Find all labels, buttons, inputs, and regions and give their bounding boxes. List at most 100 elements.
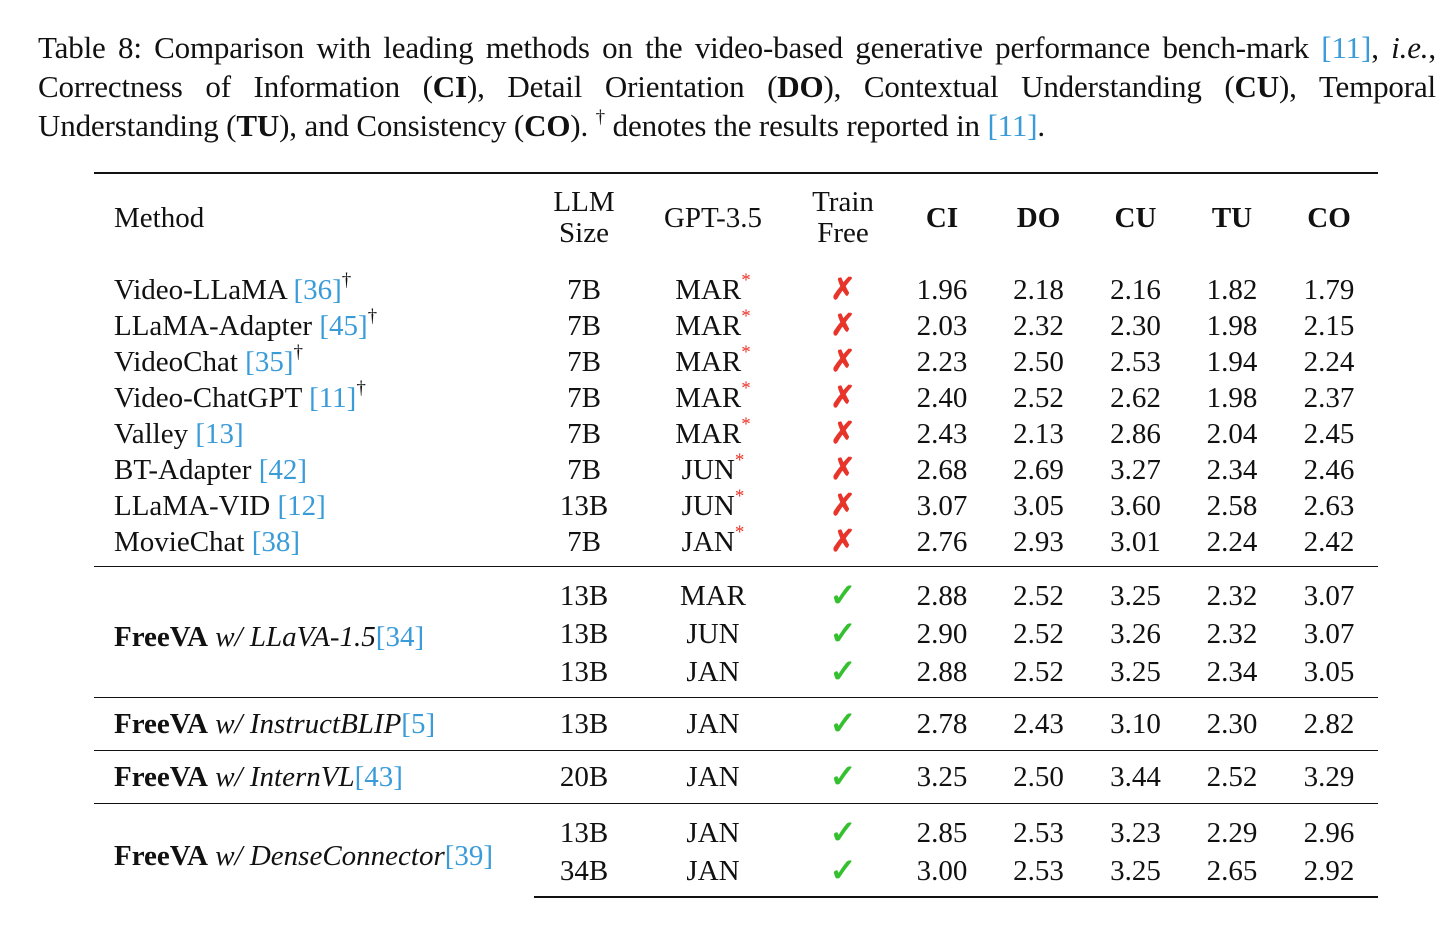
- gpt-version: JAN: [686, 761, 740, 793]
- score-tu: 1.98: [1206, 382, 1258, 414]
- train-free-cell: ✗: [792, 524, 894, 567]
- train-free-cell: ✓: [792, 750, 894, 804]
- score-cu: 2.62: [1110, 382, 1161, 414]
- score-co: 2.63: [1303, 490, 1355, 522]
- star-mark: *: [734, 522, 745, 543]
- score-do: 2.52: [990, 566, 1087, 615]
- header-train-free: Train Free: [812, 186, 874, 249]
- table-row: VideoChat [35]† 7B MAR* ✗ 2.23 2.50 2.53 1.94 2.…: [94, 343, 1378, 380]
- score-tu: 2.34: [1206, 454, 1258, 486]
- score-ci: 3.25: [894, 750, 990, 804]
- gpt-version: MAR: [675, 346, 742, 378]
- llm-size-cell: 7B: [567, 418, 601, 450]
- score-cu: 3.25: [1087, 566, 1184, 615]
- gpt-version-cell: JUN: [634, 615, 792, 653]
- cross-icon: ✗: [830, 525, 856, 558]
- citation-link[interactable]: [11]: [987, 108, 1038, 143]
- cross-icon: ✗: [830, 309, 856, 342]
- score-tu: 2.04: [1206, 418, 1258, 450]
- gpt-version: MAR: [679, 580, 747, 612]
- citation-link[interactable]: [43]: [354, 761, 403, 793]
- gpt-version-cell: JUN*: [634, 451, 792, 488]
- score-do: 2.52: [1013, 656, 1064, 688]
- gpt-version-cell: MAR: [634, 566, 792, 615]
- method-variant: w/ DenseConnector: [207, 839, 445, 872]
- score-co: 2.96: [1280, 803, 1378, 852]
- train-free-cell: ✓: [792, 697, 894, 751]
- citation-link[interactable]: [34]: [375, 621, 425, 653]
- gpt-version-cell: JAN: [634, 852, 792, 898]
- header-llm-size: LLM Size: [553, 186, 615, 249]
- llm-size-cell: 13B: [559, 656, 609, 688]
- citation-link[interactable]: [11]: [309, 382, 357, 414]
- method-name: Video-ChatGPT: [114, 382, 310, 414]
- score-co: 3.07: [1280, 566, 1378, 615]
- citation-link[interactable]: [13]: [195, 418, 244, 450]
- llm-size-cell: 13B: [534, 566, 634, 615]
- score-cu: 3.26: [1110, 618, 1161, 650]
- method-cell: LLaMA-VID [12]: [94, 488, 534, 524]
- star-mark: *: [741, 378, 751, 399]
- gpt-version: JUN: [686, 618, 740, 650]
- citation-link[interactable]: [5]: [401, 708, 436, 740]
- method-variant: w/ LLaVA-1.5: [207, 621, 376, 653]
- score-do: 2.50: [1013, 346, 1064, 378]
- train-free-cell: ✗: [792, 380, 894, 416]
- gpt-version: JUN: [681, 490, 735, 522]
- table-row: FreeVA w/ DenseConnector[39] 13B JAN ✓ 2.85 2…: [94, 803, 1378, 897]
- score-co: 2.46: [1303, 454, 1355, 486]
- table-row: FreeVA w/ InstructBLIP[5] 13B JAN ✓ 2.78 2.43…: [94, 697, 1378, 751]
- header-tu: TU: [1211, 201, 1253, 234]
- score-co: 2.92: [1280, 852, 1378, 898]
- train-free-cell: ✗: [792, 488, 894, 524]
- method-name: VideoChat: [114, 346, 246, 378]
- gpt-version: JAN: [686, 817, 740, 849]
- gpt-version: MAR: [675, 274, 742, 306]
- header-method: Method: [114, 201, 205, 234]
- score-co: 2.37: [1303, 382, 1355, 414]
- gpt-version: MAR: [675, 310, 742, 342]
- star-mark: *: [734, 486, 745, 507]
- cross-icon: ✗: [830, 273, 856, 306]
- citation-link[interactable]: [11]: [1321, 30, 1372, 65]
- method-cell: VideoChat [35]†: [94, 343, 534, 380]
- citation-link[interactable]: [42]: [258, 454, 308, 486]
- score-co: 2.82: [1280, 697, 1378, 751]
- header-gpt: GPT-3.5: [663, 201, 763, 234]
- llm-size-cell: 7B: [567, 526, 601, 558]
- cross-icon: ✗: [830, 345, 856, 378]
- citation-link[interactable]: [35]: [245, 346, 294, 378]
- method-name: FreeVA: [114, 761, 208, 793]
- check-icon: ✓: [829, 758, 857, 794]
- method-cell: FreeVA w/ InstructBLIP[5]: [94, 697, 534, 751]
- table-row: FreeVA w/ InternVL[43] 20B JAN ✓ 3.25 2.50 3.4…: [94, 750, 1378, 804]
- score-tu: 2.58: [1206, 490, 1258, 522]
- cross-icon: ✗: [830, 381, 856, 414]
- method-cell: Video-ChatGPT [11]†: [94, 379, 534, 416]
- method-name: LLaMA-VID: [114, 490, 278, 522]
- citation-link[interactable]: [45]: [319, 310, 368, 342]
- citation-link[interactable]: [38]: [251, 526, 301, 558]
- citation-link[interactable]: [36]: [293, 274, 342, 306]
- score-tu: 2.29: [1184, 803, 1280, 852]
- score-tu: 2.52: [1184, 750, 1280, 804]
- citation-link[interactable]: [12]: [277, 490, 326, 522]
- score-cu: 2.86: [1110, 418, 1161, 450]
- gpt-version: JAN: [681, 526, 735, 558]
- check-icon: ✓: [829, 577, 857, 613]
- table-row: Video-ChatGPT [11]† 7B MAR* ✗ 2.40 2.52 2.62 1.…: [94, 378, 1378, 416]
- score-do: 2.53: [990, 852, 1087, 898]
- score-do: 2.93: [1013, 526, 1064, 558]
- score-cu: 3.10: [1087, 697, 1184, 751]
- method-name: Video-LLaMA: [114, 274, 294, 306]
- dagger-mark: †: [595, 107, 606, 128]
- star-mark: *: [741, 306, 751, 327]
- citation-link[interactable]: [39]: [444, 839, 494, 872]
- score-ci: 2.76: [916, 526, 968, 558]
- score-cu: 3.60: [1110, 490, 1161, 522]
- score-ci: 2.90: [916, 618, 968, 650]
- score-tu: 2.32: [1206, 618, 1258, 650]
- llm-size-cell: 13B: [559, 490, 609, 522]
- check-icon: ✓: [829, 615, 857, 651]
- train-free-cell: ✓: [792, 566, 894, 615]
